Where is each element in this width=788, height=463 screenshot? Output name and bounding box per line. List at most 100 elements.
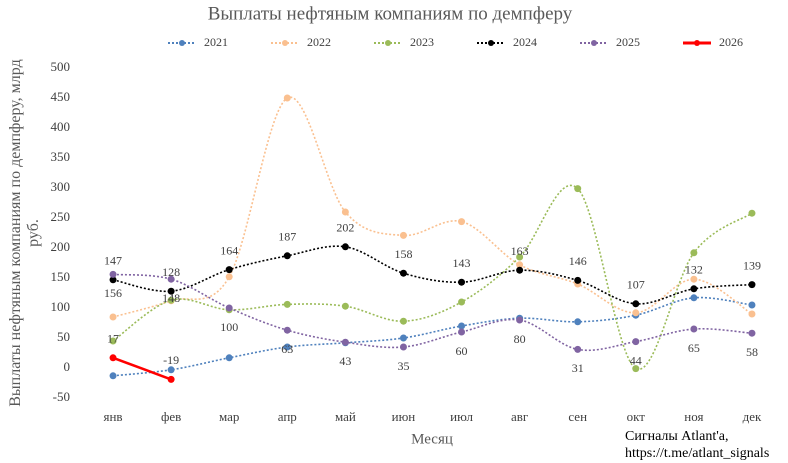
data-point xyxy=(283,94,291,102)
data-point xyxy=(458,328,466,336)
data-point xyxy=(283,252,291,260)
data-point xyxy=(574,276,582,284)
data-point xyxy=(458,322,466,330)
data-point xyxy=(167,375,175,383)
legend-label: 2025 xyxy=(616,35,640,49)
y-tick-label: 150 xyxy=(51,269,71,284)
x-tick-label: окт xyxy=(627,409,646,424)
series-line xyxy=(112,273,753,352)
data-label: -19 xyxy=(163,353,179,367)
data-point xyxy=(283,326,291,334)
data-point xyxy=(690,275,698,283)
data-label: 163 xyxy=(511,244,529,258)
data-point xyxy=(632,365,640,373)
data-point xyxy=(458,278,466,286)
legend-marker xyxy=(282,40,288,46)
data-point xyxy=(399,343,407,351)
y-tick-label: 0 xyxy=(64,359,71,374)
data-point xyxy=(574,318,582,326)
data-label: 146 xyxy=(569,254,587,268)
data-label: 139 xyxy=(743,258,761,272)
legend-label: 2021 xyxy=(204,35,228,49)
data-point xyxy=(109,354,117,362)
data-point xyxy=(167,296,175,304)
data-point xyxy=(748,329,756,337)
data-label: 107 xyxy=(627,278,645,292)
data-point xyxy=(225,354,233,362)
data-point xyxy=(109,270,117,278)
data-point xyxy=(632,300,640,308)
x-tick-label: авг xyxy=(511,409,528,424)
y-tick-label: 400 xyxy=(51,119,71,134)
data-point xyxy=(748,281,756,289)
data-label: 58 xyxy=(746,345,758,359)
y-tick-label: 300 xyxy=(51,179,71,194)
data-point xyxy=(748,301,756,309)
data-point xyxy=(690,294,698,302)
y-tick-label: 450 xyxy=(51,89,71,104)
series-line xyxy=(112,245,753,305)
y-tick-label: 350 xyxy=(51,149,71,164)
data-point xyxy=(748,310,756,318)
data-label: 65 xyxy=(688,341,700,355)
series-line xyxy=(112,296,753,377)
y-tick-label: 200 xyxy=(51,239,71,254)
data-label: 143 xyxy=(453,256,471,270)
legend-label: 2023 xyxy=(410,35,434,49)
data-label: 43 xyxy=(339,354,351,368)
data-point xyxy=(225,266,233,274)
x-tick-label: июн xyxy=(392,409,416,424)
data-point xyxy=(167,275,175,283)
data-point xyxy=(632,338,640,346)
data-label: 31 xyxy=(572,361,584,375)
data-point xyxy=(399,334,407,342)
data-label: 147 xyxy=(104,254,122,268)
data-point xyxy=(399,317,407,325)
legend-marker xyxy=(591,40,597,46)
series-line xyxy=(112,184,753,370)
data-label: 187 xyxy=(278,230,296,244)
legend-label: 2026 xyxy=(719,35,743,49)
data-point xyxy=(225,304,233,312)
data-point xyxy=(225,273,233,281)
x-axis-title: Месяц xyxy=(411,431,453,447)
x-tick-label: июл xyxy=(450,409,473,424)
data-point xyxy=(690,249,698,257)
data-label: 156 xyxy=(104,286,122,300)
data-point xyxy=(341,302,349,310)
x-tick-label: сен xyxy=(568,409,587,424)
legend-marker xyxy=(488,40,494,46)
data-label: 44 xyxy=(630,353,642,367)
legend-label: 2022 xyxy=(307,35,331,49)
x-tick-label: апр xyxy=(278,409,297,424)
data-label: 100 xyxy=(220,320,238,334)
data-point xyxy=(748,209,756,217)
data-point xyxy=(690,325,698,333)
legend-marker xyxy=(179,40,185,46)
y-tick-label: 100 xyxy=(51,299,71,314)
legend-marker xyxy=(385,40,391,46)
data-point xyxy=(341,208,349,216)
data-label: 164 xyxy=(220,243,238,257)
data-label: 35 xyxy=(397,359,409,373)
data-point xyxy=(167,366,175,374)
data-point xyxy=(458,218,466,226)
data-point xyxy=(283,300,291,308)
data-point xyxy=(399,269,407,277)
source: Сигналы Atlant'a, xyxy=(625,429,729,444)
y-tick-label: 500 xyxy=(51,59,71,74)
data-point xyxy=(516,316,524,324)
data-point xyxy=(574,185,582,193)
data-label: 132 xyxy=(685,263,703,277)
source: https://t.me/atlant_signals xyxy=(625,446,769,461)
data-point xyxy=(690,285,698,293)
data-point xyxy=(516,253,524,261)
data-point xyxy=(109,337,117,345)
data-point xyxy=(167,287,175,295)
data-label: 202 xyxy=(336,221,354,235)
data-point xyxy=(516,266,524,274)
data-point xyxy=(341,338,349,346)
data-point xyxy=(399,231,407,239)
data-label: 148 xyxy=(162,291,180,305)
x-tick-label: фев xyxy=(161,409,181,424)
